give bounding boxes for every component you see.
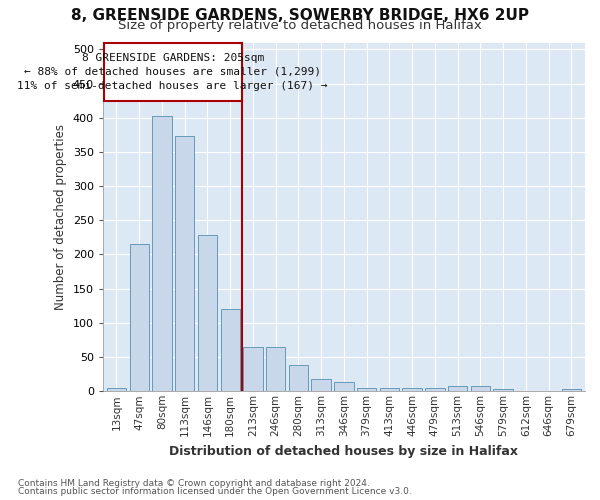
Bar	[562, 388, 581, 392]
Text: 8, GREENSIDE GARDENS, SOWERBY BRIDGE, HX6 2UP: 8, GREENSIDE GARDENS, SOWERBY BRIDGE, HX…	[71, 8, 529, 22]
Bar	[425, 388, 445, 392]
Bar	[107, 388, 126, 392]
Bar	[311, 379, 331, 392]
Bar	[289, 366, 308, 392]
Bar	[493, 389, 513, 392]
Text: Contains HM Land Registry data © Crown copyright and database right 2024.: Contains HM Land Registry data © Crown c…	[18, 478, 370, 488]
Text: Size of property relative to detached houses in Halifax: Size of property relative to detached ho…	[118, 19, 482, 32]
Bar	[471, 386, 490, 392]
Bar	[175, 136, 194, 392]
Y-axis label: Number of detached properties: Number of detached properties	[54, 124, 67, 310]
Bar	[221, 309, 240, 392]
Bar	[266, 347, 286, 392]
Bar	[104, 42, 242, 100]
Bar	[198, 236, 217, 392]
Bar	[357, 388, 376, 392]
Bar	[130, 244, 149, 392]
Bar	[448, 386, 467, 392]
Text: Contains public sector information licensed under the Open Government Licence v3: Contains public sector information licen…	[18, 487, 412, 496]
Bar	[403, 388, 422, 392]
Bar	[243, 347, 263, 392]
Bar	[380, 388, 399, 392]
Bar	[152, 116, 172, 392]
X-axis label: Distribution of detached houses by size in Halifax: Distribution of detached houses by size …	[169, 444, 518, 458]
Bar	[334, 382, 353, 392]
Text: 8 GREENSIDE GARDENS: 205sqm
← 88% of detached houses are smaller (1,299)
11% of : 8 GREENSIDE GARDENS: 205sqm ← 88% of det…	[17, 52, 328, 90]
